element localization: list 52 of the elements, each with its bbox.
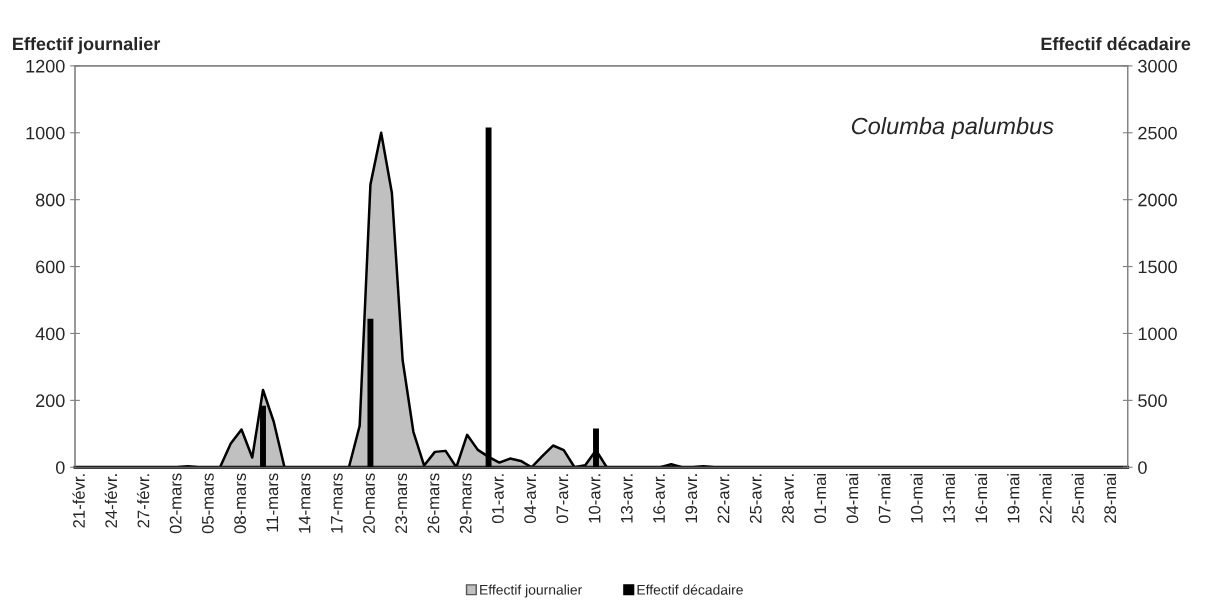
x-tick-label: 23-mars [395, 473, 408, 534]
y2-tick-label: 1500 [1138, 260, 1177, 274]
y-tick-label: 1200 [26, 59, 65, 73]
legend-label: Effectif décadaire [637, 584, 743, 595]
x-tick-label: 07-avr. [556, 474, 569, 524]
y-tick-label: 800 [35, 193, 65, 207]
x-tick-label: 04-mai [846, 473, 859, 524]
y2-tick-label: 2500 [1138, 126, 1177, 140]
x-tick-label: 02-mars [169, 473, 182, 534]
x-tick-label: 10-mai [910, 473, 923, 523]
y2-tick-label: 3000 [1138, 59, 1177, 73]
x-tick-label: 22-avr. [717, 474, 730, 523]
x-tick-label: 10-avr. [588, 474, 601, 523]
x-tick-label: 16-avr. [653, 474, 665, 523]
x-tick-label: 13-mai [942, 473, 955, 523]
x-tick-label: 08-mars [234, 473, 246, 534]
x-tick-label: 25-mai [1071, 473, 1084, 523]
x-tick-label: 26-mars [427, 473, 440, 534]
x-tick-label: 21-févr. [72, 474, 85, 528]
y2-axis-title: Effectif décadaire [1041, 36, 1191, 51]
x-tick-label: 04-avr. [524, 474, 537, 524]
legend-label: Effectif journalier [480, 584, 583, 598]
x-tick-label: 07-mai [878, 473, 891, 524]
y2-tick-label: 500 [1138, 394, 1167, 408]
y-tick-label: 600 [36, 260, 65, 274]
y-tick-label: 1000 [26, 126, 65, 140]
x-tick-label: 22-mai [1039, 473, 1052, 523]
y2-tick-label: 0 [1138, 461, 1147, 474]
x-tick-label: 11-mars [266, 473, 279, 532]
x-tick-label: 27-févr. [136, 474, 150, 528]
x-tick-label: 19-avr. [685, 474, 698, 523]
x-tick-label: 17-mars [331, 473, 343, 533]
y2-tick-label: 2000 [1138, 193, 1177, 207]
x-tick-label: 14-mars [298, 473, 311, 533]
x-tick-label: 28-mai [1103, 473, 1117, 523]
y-tick-label: 0 [55, 461, 65, 474]
x-tick-label: 28-avr. [782, 474, 794, 523]
x-tick-label: 24-févr. [104, 474, 118, 528]
x-tick-label: 29-mars [459, 473, 472, 534]
x-tick-label: 19-mai [1007, 473, 1020, 523]
x-tick-label: 01-mai [813, 473, 827, 524]
x-tick-label: 20-mars [363, 473, 375, 534]
y-tick-label: 400 [35, 327, 65, 341]
x-tick-label: 16-mai [974, 473, 988, 523]
x-tick-label: 05-mars [201, 473, 214, 534]
x-tick-label: 13-avr. [620, 474, 633, 523]
annotation: Columba palumbus [851, 117, 1054, 140]
y2-tick-label: 1000 [1138, 327, 1177, 341]
x-tick-label: 01-avr. [491, 474, 504, 524]
y-tick-label: 200 [36, 394, 65, 408]
y-axis-title: Effectif journalier [13, 37, 161, 54]
x-tick-label: 25-avr. [749, 474, 762, 523]
